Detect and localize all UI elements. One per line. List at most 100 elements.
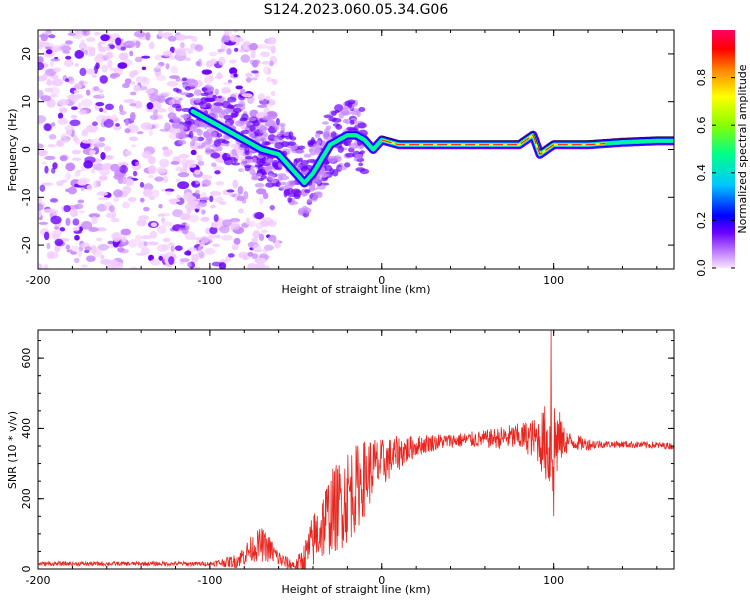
snr-panel: -200 -100 0 100 0 200 400 600 Height of straig… [6,329,675,596]
heatmap-cell [80,98,93,107]
heatmap-cell [191,181,196,186]
heatmap-cell [38,149,48,156]
heatmap-cell [332,169,339,177]
heatmap-cell [316,191,323,199]
heatmap-cell [218,262,227,269]
heatmap-cell [252,157,257,164]
heatmap-cell [72,226,80,232]
colorbar-ticks: 0.0 0.2 0.4 0.6 0.8 [695,69,735,277]
x-ticks-bottom: -200 -100 0 100 [26,330,658,587]
heatmap-cell [249,124,256,132]
heatmap-cell [40,161,47,165]
heatmap-cell [98,175,108,181]
heatmap-cell [229,59,237,64]
heatmap-cell [268,234,277,242]
heatmap-cell [254,212,265,220]
x-tick-label: -100 [197,574,222,587]
heatmap-cell [259,158,264,167]
heatmap-cell [162,151,171,158]
heatmap-cell [229,217,241,223]
heatmap-cell [254,164,264,168]
heatmap-cell [43,123,51,131]
x-tick-label: -200 [26,274,51,287]
heatmap-cell [97,89,104,94]
heatmap-cell [101,46,106,53]
heatmap-cell [195,251,206,259]
heatmap-cell [119,164,128,174]
heatmap-cell [39,184,46,192]
heatmap-cell [59,102,66,106]
y-tick-label: 0 [20,566,33,573]
heatmap-cell [84,246,92,251]
heatmap-cell [241,93,253,98]
heatmap-cell [197,136,205,142]
ridge-core-red [381,134,606,156]
heatmap-cell [110,217,120,223]
heatmap-cell [175,88,182,94]
heatmap-cell [161,91,172,95]
heatmap-cell [130,266,138,269]
heatmap-cell [181,126,188,130]
heatmap-cell [211,107,221,115]
heatmap-cell [47,144,56,148]
heatmap-cell [220,42,228,51]
heatmap-cell [54,226,60,230]
heatmap-cell [156,168,168,173]
heatmap-cell [183,113,188,120]
heatmap-cell [57,112,64,119]
heatmap-cell [49,198,59,203]
heatmap-cell [141,150,152,159]
heatmap-cell [194,44,204,52]
heatmap-cell [81,139,94,144]
heatmap-cell [277,173,287,177]
heatmap-cell [145,32,151,41]
heatmap-cell [88,213,101,218]
heatmap-cell [78,42,87,50]
heatmap-cell [212,243,220,247]
y-tick-label: -10 [20,188,33,206]
heatmap-cell [210,131,218,138]
heatmap-cell [159,158,170,168]
heatmap-cell [216,72,223,80]
heatmap-cell [244,146,250,153]
x-tick-label: -200 [26,574,51,587]
heatmap-cell [269,205,275,211]
heatmap-cell [97,197,110,201]
heatmap-cell [83,160,93,169]
heatmap-cell [94,55,105,63]
heatmap-cell [265,158,272,164]
heatmap-cell [279,181,287,186]
heatmap-cell [109,44,115,50]
heatmap-cell [227,253,235,258]
heatmap-cell [113,196,119,203]
heatmap-cell [261,265,271,269]
heatmap-cell [70,209,79,217]
heatmap-cell [214,170,221,175]
heatmap-cell [107,59,113,69]
heatmap-cell [86,89,91,96]
heatmap-cell [65,244,71,250]
heatmap-cell [95,101,105,107]
heatmap-cell [345,152,355,158]
heatmap-cell [261,217,274,226]
heatmap-cell [302,207,312,214]
heatmap-cell [179,258,190,263]
heatmap-cell [358,106,366,112]
colorbar-tick-label: 0.8 [695,69,708,87]
heatmap-cell [52,162,58,170]
colorbar-gradient [712,30,735,268]
heatmap-cell [321,121,329,125]
heatmap-cell [143,241,148,246]
heatmap-cell [251,253,259,259]
heatmap-cell [301,165,308,172]
heatmap-cell [283,189,288,198]
heatmap-cell [105,212,116,219]
heatmap-cell [61,179,68,183]
heatmap-cell [141,66,147,71]
heatmap-cell [118,162,129,166]
heatmap-cell [188,247,198,252]
heatmap-cell [187,50,194,54]
heatmap-cell [67,186,77,195]
heatmap-cell [312,144,322,150]
heatmap-cell [193,89,202,96]
